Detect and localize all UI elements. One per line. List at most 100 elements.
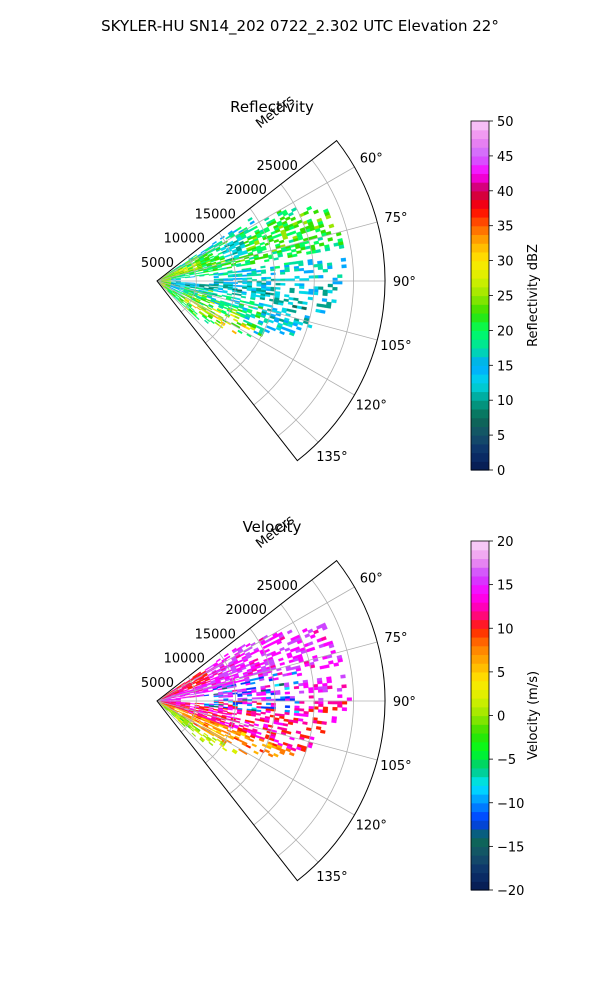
radar-cell (232, 229, 238, 234)
radar-cell (237, 702, 243, 705)
range-ring (277, 579, 354, 857)
colorbar-tick-label: 5 (497, 666, 505, 681)
radar-cell (191, 304, 197, 309)
radar-cell (300, 747, 307, 753)
radar-cell (290, 216, 297, 222)
radar-cell (236, 226, 242, 231)
radar-cell (255, 294, 261, 298)
radar-cell (208, 707, 214, 710)
radar-cell (341, 684, 347, 689)
radar-cell (307, 261, 314, 266)
radar-cell (265, 690, 271, 694)
radar-cell (291, 207, 297, 213)
radar-cell (327, 265, 333, 270)
azimuth-gridline (156, 700, 378, 761)
colorbar-tick-label: 5 (497, 429, 505, 444)
radar-cell (315, 249, 321, 254)
radar-cell (244, 663, 251, 668)
radar-cell (222, 712, 228, 715)
colorbar-segment (471, 339, 489, 349)
radar-cell (246, 694, 253, 697)
colorbar-segment (471, 802, 489, 813)
radar-cell (204, 319, 209, 324)
radar-cell (337, 694, 343, 699)
radar-cell (276, 640, 283, 645)
radar-cell (235, 297, 241, 301)
radial-tick-label: 20000 (226, 603, 267, 618)
radar-cell (318, 697, 324, 702)
radar-cell (253, 723, 260, 727)
colorbar-segment (471, 732, 489, 743)
radar-cell (308, 291, 314, 295)
radar-cell (289, 290, 295, 294)
radar-cell (211, 240, 217, 245)
radial-tick-label: 15000 (195, 207, 236, 222)
radar-cell (237, 277, 243, 280)
radar-cell (246, 703, 253, 707)
radar-cell (324, 664, 330, 669)
radar-cell (264, 228, 271, 233)
radar-cell (290, 230, 297, 235)
radar-cell (280, 696, 286, 699)
radar-cell (250, 297, 256, 301)
radar-cell (234, 315, 240, 320)
radar-cell (321, 298, 328, 303)
radar-cell (322, 682, 328, 687)
radar-cell (318, 286, 324, 290)
radar-cell (257, 321, 263, 326)
radar-cell (272, 234, 278, 239)
colorbar-segment (471, 138, 489, 148)
radar-cell (333, 662, 340, 667)
colorbar-segment (471, 225, 489, 236)
radar-cell (318, 275, 324, 279)
radar-cell (261, 282, 267, 285)
colorbar-segment (471, 680, 489, 690)
radar-cell (212, 710, 218, 713)
radar-cell (266, 745, 272, 750)
radar-cell (202, 685, 208, 689)
radar-cell (326, 262, 333, 267)
radar-cell (255, 314, 261, 319)
radar-cell (218, 285, 224, 287)
radar-cell (221, 294, 227, 298)
radar-cell (340, 674, 346, 679)
radar-cell (282, 673, 288, 677)
radar-cell (286, 629, 293, 635)
radar-cell (208, 273, 214, 276)
radar-cell (298, 708, 305, 712)
radar-cell (249, 314, 256, 319)
radar-cell (187, 293, 193, 297)
radar-cell (273, 677, 279, 681)
radar-cell (266, 276, 272, 280)
radar-cell (223, 254, 230, 258)
radar-cell (223, 703, 229, 705)
radar-cell (298, 713, 304, 717)
radar-cell (210, 738, 216, 744)
theta-tick-label: 90° (393, 275, 416, 290)
radar-cell (189, 703, 196, 705)
colorbar-segment (471, 365, 489, 375)
radar-cell (213, 705, 219, 708)
radar-cell (337, 700, 343, 705)
radar-cell (332, 277, 338, 282)
colorbar-tick-label: 10 (497, 394, 514, 409)
radar-field (156, 622, 352, 758)
radar-cell (293, 260, 299, 265)
colorbar-segment (471, 408, 489, 419)
radar-cell (211, 307, 217, 312)
colorbar-label: Velocity (m/s) (526, 671, 541, 760)
radar-cell (290, 666, 297, 671)
colorbar-tick-label: −10 (497, 797, 524, 812)
radar-cell (222, 267, 228, 270)
radar-cell (213, 703, 219, 706)
radar-cell (327, 700, 333, 705)
azimuth-gridline (156, 641, 378, 702)
radar-cell (275, 650, 282, 656)
radar-cell (287, 323, 293, 328)
radar-cell (275, 287, 281, 290)
radar-cell (198, 271, 204, 274)
colorbar-segment (471, 776, 489, 786)
radar-cell (336, 687, 343, 692)
radar-cell (252, 658, 259, 663)
theta-tick-label: 60° (360, 571, 383, 586)
